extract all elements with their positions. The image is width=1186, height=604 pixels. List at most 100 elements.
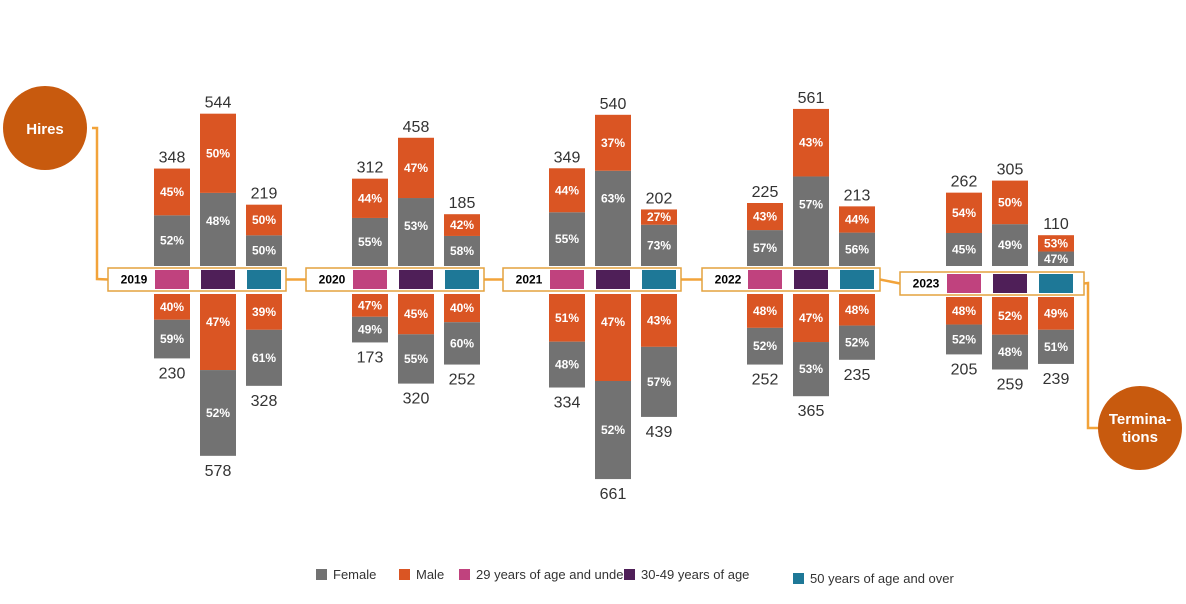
hire-bar-male-2020-1 (398, 137, 434, 199)
bar-groups: 52% 45% 348 48% 50% 544 50% 50% 219 40% 59% 230 47% 5… (154, 90, 1074, 503)
hires-label: Hires (26, 121, 64, 138)
hire-total-label: 219 (251, 186, 278, 203)
term-male-pct-label: 39% (252, 305, 276, 319)
hire-bar-female-2021-0 (549, 212, 585, 266)
hire-total-label: 305 (997, 162, 1024, 179)
hire-male-pct-label: 50% (206, 146, 230, 160)
hire-bar-female-2023-2 (1038, 251, 1074, 266)
hire-bar-male-2021-2 (641, 209, 677, 225)
term-bar-male-2020-0 (352, 294, 388, 317)
age-group-marker-2021-1 (596, 270, 630, 289)
term-female-pct-label: 49% (358, 323, 382, 337)
hire-total-label: 110 (1043, 216, 1069, 233)
year-box-2022 (701, 267, 881, 292)
term-total-label: 365 (798, 403, 825, 420)
hire-female-pct-label: 47% (1044, 252, 1068, 266)
term-male-pct-label: 47% (358, 298, 382, 312)
hire-female-pct-label: 53% (404, 219, 428, 233)
term-male-pct-label: 45% (404, 307, 428, 321)
year-label: 2020 (319, 273, 346, 287)
hire-total-label: 262 (951, 174, 978, 191)
term-bar-male-2023-0 (946, 297, 982, 325)
year-box-2020 (305, 267, 485, 292)
term-female-pct-label: 52% (845, 336, 869, 350)
hire-male-pct-label: 47% (404, 161, 428, 175)
hire-female-pct-label: 63% (601, 192, 625, 206)
legend-swatch (316, 569, 327, 580)
hire-bar-male-2021-0 (549, 168, 585, 213)
term-female-pct-label: 57% (647, 375, 671, 389)
hire-bar-male-2019-0 (154, 168, 190, 216)
hire-total-label: 225 (752, 184, 779, 201)
term-female-pct-label: 59% (160, 332, 184, 346)
age-group-marker-2020-0 (353, 270, 387, 289)
legend-swatch (459, 569, 470, 580)
hire-bar-female-2021-2 (641, 224, 677, 266)
hire-female-pct-label: 55% (555, 232, 579, 246)
hire-female-pct-label: 48% (206, 214, 230, 228)
term-bar-male-2023-2 (1038, 297, 1074, 330)
hire-total-label: 185 (449, 195, 476, 212)
age-group-marker-2020-2 (445, 270, 479, 289)
term-bar-male-2019-2 (246, 294, 282, 330)
year-boxes: 2019 2020 2021 2022 2023 (107, 267, 1085, 296)
term-bar-female-2020-2 (444, 322, 480, 365)
age-group-marker-2019-1 (201, 270, 235, 289)
age-group-marker-2023-1 (993, 274, 1027, 293)
age-group-marker-2022-1 (794, 270, 828, 289)
hire-bar-female-2020-2 (444, 235, 480, 266)
term-bar-female-2020-1 (398, 334, 434, 384)
legend-swatch (624, 569, 635, 580)
legend-label: Male (416, 567, 444, 582)
legend-label: 30-49 years of age (641, 567, 749, 582)
legend: Female Male 29 years of age and under 30-49… (316, 567, 954, 586)
hire-female-pct-label: 58% (450, 244, 474, 258)
hires-circle (3, 86, 87, 170)
term-total-label: 334 (554, 395, 581, 412)
age-group-marker-2021-2 (642, 270, 676, 289)
hire-male-pct-label: 53% (1044, 236, 1068, 250)
hire-total-label: 540 (600, 96, 627, 113)
hire-female-pct-label: 50% (252, 244, 276, 258)
term-total-label: 259 (997, 377, 1024, 394)
term-bar-female-2023-2 (1038, 329, 1074, 364)
hire-total-label: 561 (798, 90, 825, 107)
legend-label: 50 years of age and over (810, 571, 954, 586)
year-label: 2022 (715, 273, 742, 287)
hire-male-pct-label: 45% (160, 185, 184, 199)
hire-male-pct-label: 44% (845, 212, 869, 226)
year-box-2021 (502, 267, 682, 292)
term-bar-female-2021-2 (641, 346, 677, 417)
hire-total-label: 544 (205, 95, 232, 112)
term-bar-male-2022-0 (747, 294, 783, 328)
hire-male-pct-label: 42% (450, 218, 474, 232)
hire-total-label: 348 (159, 150, 186, 167)
term-female-pct-label: 52% (753, 339, 777, 353)
age-group-marker-2019-2 (247, 270, 281, 289)
age-group-marker-2022-2 (840, 270, 874, 289)
age-group-marker-2022-0 (748, 270, 782, 289)
hire-bar-male-2022-1 (793, 108, 829, 177)
term-female-pct-label: 55% (404, 352, 428, 366)
term-female-pct-label: 60% (450, 336, 474, 350)
term-bar-female-2021-1 (595, 380, 631, 480)
hire-bar-female-2019-0 (154, 215, 190, 266)
year-label: 2019 (121, 273, 148, 287)
term-male-pct-label: 51% (555, 311, 579, 325)
term-bar-male-2021-2 (641, 294, 677, 347)
term-total-label: 235 (844, 367, 871, 384)
term-female-pct-label: 51% (1044, 340, 1068, 354)
term-bar-female-2020-0 (352, 316, 388, 343)
term-bar-male-2023-1 (992, 297, 1028, 335)
hire-bar-female-2019-2 (246, 235, 282, 266)
hire-total-label: 458 (403, 119, 430, 136)
hire-bar-female-2021-1 (595, 170, 631, 266)
term-total-label: 661 (600, 486, 627, 503)
term-bar-female-2019-2 (246, 329, 282, 386)
hire-male-pct-label: 44% (358, 191, 382, 205)
term-male-pct-label: 47% (601, 315, 625, 329)
hire-male-pct-label: 50% (998, 195, 1022, 209)
terminations-label: tions (1122, 429, 1158, 446)
hire-bar-female-2019-1 (200, 192, 236, 266)
